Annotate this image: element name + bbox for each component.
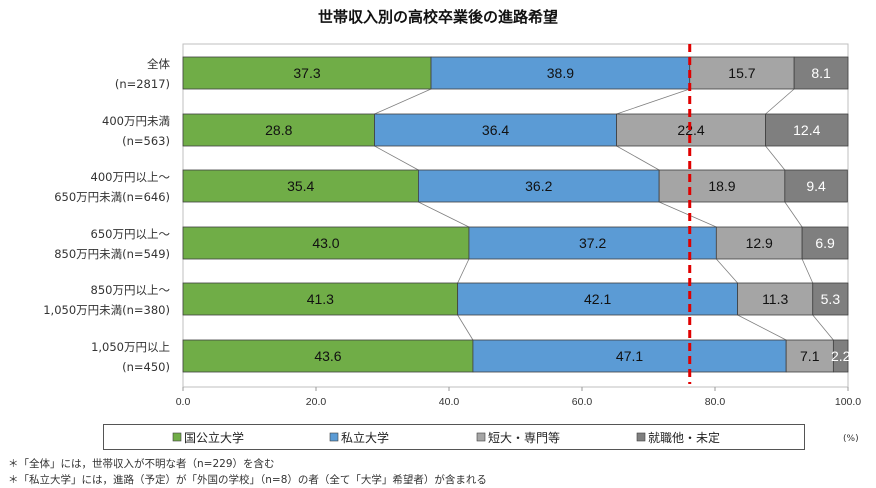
value-label: 15.7	[728, 65, 755, 81]
category-label: 650万円未満(n=646)	[54, 190, 170, 204]
footnotes: ＊「全体」には，世帯収入が不明な者（n=229）を含む ＊「私立大学」には，進路…	[8, 456, 487, 488]
bar-segment	[765, 113, 849, 147]
value-label: 11.3	[762, 291, 788, 307]
bar-segment	[785, 339, 834, 373]
category-label: (n=450)	[122, 360, 170, 374]
value-label: 7.1	[800, 348, 820, 364]
value-label: 2.2	[831, 348, 851, 364]
value-label: 38.9	[547, 65, 574, 81]
series-connector-line	[737, 314, 787, 341]
legend-label: 国公立大学	[184, 430, 244, 445]
bar-segment	[832, 339, 849, 373]
bar-segment	[472, 339, 787, 373]
value-label: 42.1	[584, 291, 611, 307]
value-label: 43.0	[312, 235, 339, 251]
category-label: 1,050万円以上	[91, 340, 170, 354]
x-tick-label: 20.0	[306, 396, 327, 408]
value-label: 6.9	[815, 235, 835, 251]
series-connector-line	[374, 145, 419, 171]
value-label: 36.4	[482, 122, 509, 138]
category-label: 全体	[147, 57, 170, 71]
bar-segment	[784, 169, 848, 203]
value-label: 36.2	[525, 178, 552, 194]
series-connector-line	[374, 88, 432, 115]
legend-label: 短大・専門等	[488, 431, 560, 445]
bar-segment	[801, 226, 849, 260]
category-label: 650万円以上～	[91, 227, 171, 241]
category-label: 850万円未満(n=549)	[54, 247, 170, 261]
value-label: 18.9	[708, 178, 735, 194]
series-connector-line	[457, 258, 470, 284]
legend-label: 私立大学	[341, 430, 389, 445]
series-connector-line	[418, 201, 470, 228]
value-label: 8.1	[811, 65, 831, 81]
legend-swatch	[329, 432, 339, 442]
x-tick-label: 80.0	[705, 396, 726, 408]
series-connector-line	[801, 258, 814, 284]
footnote-2: ＊「私立大学」には，進路（予定）が「外国の学校」（n=8）の者（全て「大学」希望…	[8, 474, 487, 486]
chart-title: 世帯収入別の高校卒業後の進路希望	[317, 8, 558, 26]
bar-segment	[374, 113, 617, 147]
category-label: 850万円以上～	[91, 283, 171, 297]
bar-segment	[182, 226, 470, 260]
series-connector-line	[812, 314, 834, 341]
bar-segment	[468, 226, 717, 260]
footnote-1: ＊「全体」には，世帯収入が不明な者（n=229）を含む	[8, 458, 275, 470]
x-tick-label: 60.0	[572, 396, 593, 408]
series-connector-line	[716, 258, 738, 284]
series-connector-line	[616, 145, 660, 171]
value-label: 5.3	[821, 291, 841, 307]
value-label: 43.6	[314, 348, 341, 364]
legend-swatch	[172, 432, 182, 442]
bar-segment	[182, 169, 419, 203]
value-label: 37.2	[579, 235, 606, 251]
legend-swatch	[636, 432, 646, 442]
series-connector-line	[616, 88, 690, 115]
value-label: 35.4	[287, 178, 314, 194]
legend	[103, 424, 805, 450]
value-label: 12.4	[793, 122, 820, 138]
value-label: 28.8	[265, 122, 292, 138]
category-label: 400万円未満	[102, 114, 170, 128]
value-label: 37.3	[293, 65, 320, 81]
bar-segment	[182, 113, 375, 147]
x-tick-label: 100.0	[835, 396, 861, 408]
x-tick-label: 0.0	[176, 396, 191, 408]
bar-segment	[430, 56, 691, 90]
value-label: 12.9	[746, 235, 773, 251]
category-label: (n=563)	[122, 134, 170, 148]
bar-segment	[812, 282, 849, 316]
bar-segment	[737, 282, 814, 316]
x-tick-label: 40.0	[439, 396, 460, 408]
category-label: 1,050万円未満(n=380)	[43, 303, 170, 317]
bar-segment	[658, 169, 786, 203]
bar-segment	[793, 56, 849, 90]
category-label: 400万円以上～	[91, 170, 171, 184]
bar-segment	[715, 226, 803, 260]
value-label: 41.3	[307, 291, 334, 307]
series-connector-line	[765, 88, 795, 115]
value-label: 9.4	[806, 178, 826, 194]
series-connector-line	[457, 314, 474, 341]
x-axis-unit: (%)	[843, 434, 859, 444]
plot-frame	[182, 43, 849, 388]
value-label: 47.1	[616, 348, 643, 364]
series-connector-line	[784, 201, 803, 228]
legend-swatch	[476, 432, 486, 442]
series-connector-line	[765, 145, 786, 171]
legend-label: 就職他・未定	[648, 430, 720, 445]
bar-segment	[182, 282, 459, 316]
category-label: (n=2817)	[115, 77, 170, 91]
series-connector-line	[658, 201, 717, 228]
